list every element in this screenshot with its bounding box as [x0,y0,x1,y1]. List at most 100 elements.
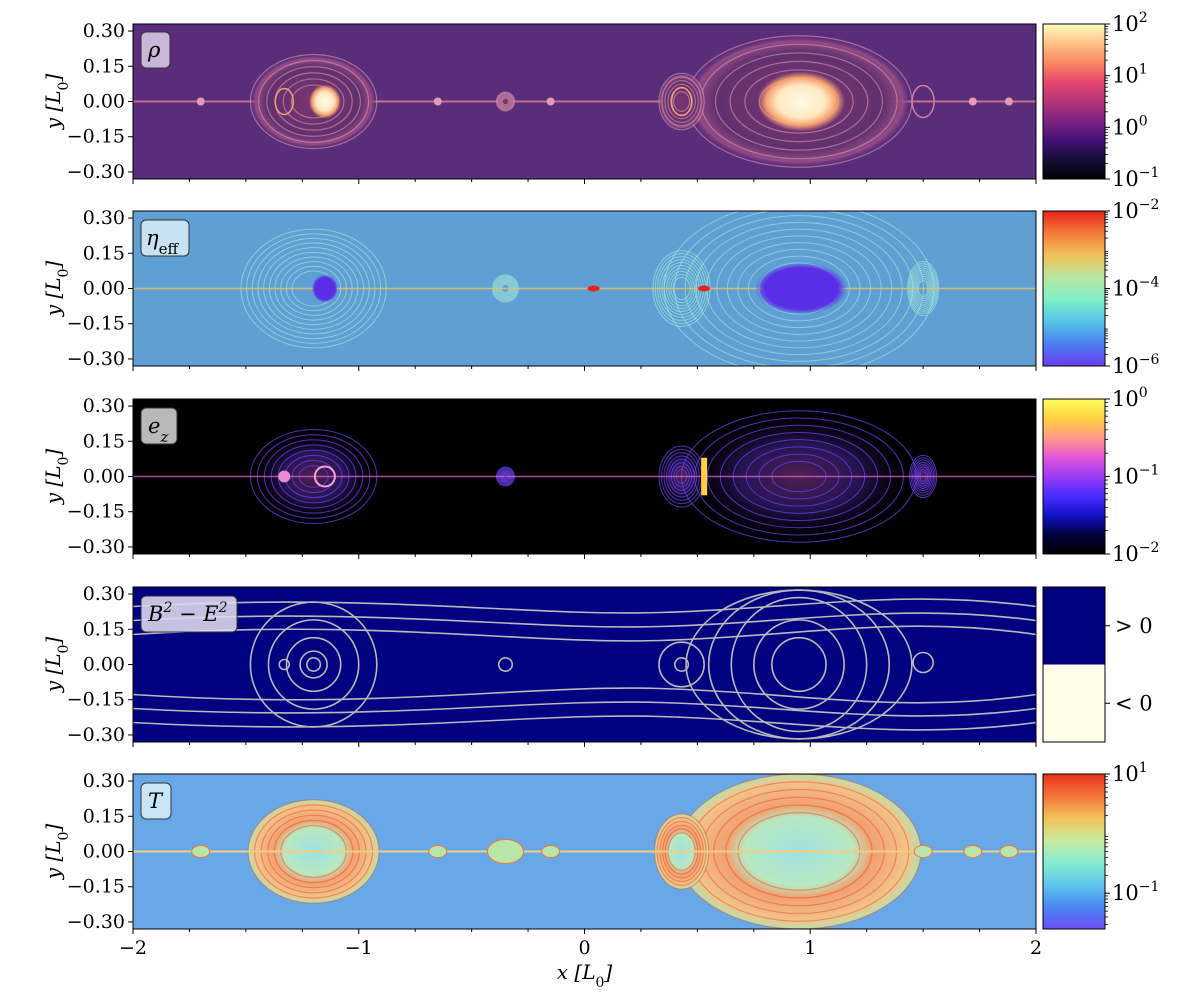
small-plasmoid [913,845,933,858]
plasmoid-shell [658,73,705,130]
variable-label-box [140,407,178,445]
plasmoid-ring [498,93,513,110]
plasmoid-ring [714,52,884,151]
y-tick-label: 0.00 [83,654,125,676]
colorbar-tick-label: 10−1 [1112,879,1159,905]
flux-line [299,650,328,679]
colorbar-tick-label: 10−1 [1112,165,1159,191]
small-plasmoid [546,97,555,106]
y-axis-label: y [L0] [41,824,72,881]
y-tick-label: −0.30 [67,911,125,933]
y-tick-label: 0.30 [83,20,125,42]
plasmoid-ring [495,91,516,112]
plasmoid-ring [667,83,696,120]
plasmoid-core [757,71,846,132]
y-tick-label: 0.15 [83,805,125,827]
panel-rho: ρ 0.30 0.15 0.00 −0.15 −0.30 y [L0] 102 101 100 10… [41,10,1159,191]
plasmoid-core [308,84,341,119]
flux-line [658,641,705,688]
variable-label-box [140,31,171,69]
x-tick-label: 2 [1030,937,1042,959]
plasmoid-ring [744,69,854,134]
y-tick-label: 0.30 [83,770,125,792]
variable-label: ρ [147,38,161,62]
panel-b2e2: B2 − E2 0.30 0.15 0.00 −0.15 −0.30 y [L0] > 0 < … [41,583,1153,747]
plasmoid-ring [661,76,702,127]
heatmap-temperature [133,774,1036,929]
colorbar-tick-label: 10−4 [1112,275,1159,301]
plasmoid-core [274,87,295,116]
y-tick-label: −0.15 [67,501,125,523]
plasmoid-ring [282,78,345,125]
y-axis-label: y [L0] [41,74,72,131]
y-tick-label: −0.30 [67,724,125,746]
high-eta-spot [698,285,711,292]
flux-line [133,612,1036,628]
plasmoid-ring [673,91,691,112]
y-axis-label: y [L0] [41,449,72,506]
plasmoid-core [670,86,693,117]
heatmap-eta [133,211,1036,366]
ez-hotspot [701,457,708,496]
small-plasmoid [196,97,205,106]
y-tick-label: −0.15 [67,876,125,898]
plasmoid-ring [497,92,514,111]
plasmoid-ring [664,80,699,123]
flux-line [249,601,378,728]
x-tick-label: 0 [578,937,590,959]
small-plasmoid [541,845,561,858]
y-tick-label: 0.15 [83,242,125,264]
y-tick-label: 0.15 [83,618,125,640]
variable-label: ηeff [146,226,179,258]
small-plasmoid [1004,97,1013,106]
small-plasmoid [433,97,442,106]
high-eta-spot [587,285,600,292]
colorbar-tick-label: 100 [1112,385,1148,411]
y-tick-label: −0.30 [67,536,125,558]
y-tick-label: −0.30 [67,161,125,183]
variable-label: B2 − E2 [147,600,228,626]
panel-eta: ηeff 0.30 0.15 0.00 −0.15 −0.30 y [L0] 10−2 10−4… [41,197,1159,378]
panel-temperature: T 0.30 0.15 0.00 −0.15 −0.30 y [L0] 101 10−1 −2 −1… [41,760,1159,991]
flux-line [497,657,514,672]
colorbar [1042,586,1106,743]
variable-label-box [140,595,238,633]
colorbar-tick-label: 10−2 [1112,197,1159,223]
flux-line [285,636,342,693]
low-eta-core [311,274,338,303]
small-plasmoid [486,839,524,864]
y-tick-label: −0.15 [67,126,125,148]
small-plasmoid [963,845,983,858]
y-tick-label: 0.30 [83,395,125,417]
flux-line [278,658,291,671]
y-tick-label: 0.00 [83,466,125,488]
y-tick-label: 0.30 [83,583,125,605]
y-axis-label: y [L0] [41,261,72,318]
panel-ez: ez 0.30 0.15 0.00 −0.15 −0.30 y [L0] 100 10−1 10−… [41,385,1159,566]
colorbar-tick-label: 101 [1112,760,1148,786]
colorbar-tick-label: > 0 [1115,614,1153,638]
flux-line [912,651,934,674]
plasmoid-ring [266,66,361,137]
y-tick-label: 0.15 [83,55,125,77]
y-axis-label: y [L0] [41,637,72,694]
y-tick-label: 0.15 [83,430,125,452]
variable-label-box [140,782,172,820]
x-tick-label: −2 [119,937,147,959]
flux-line [306,657,322,672]
y-tick-label: −0.15 [67,689,125,711]
x-tick-label: 1 [804,937,816,959]
x-tick-label: −1 [345,937,373,959]
heatmap-rho [133,24,1036,179]
flux-line [133,701,1036,717]
y-tick-label: −0.15 [67,313,125,335]
variable-label-box [140,219,190,257]
variable-label: T [148,789,164,813]
colorbar-tick-label: < 0 [1115,691,1153,715]
x-axis-label: x [L0] [557,960,613,991]
ez-core-ring [313,465,336,488]
heatmap-ez [133,399,1036,554]
small-plasmoid [968,97,977,106]
flux-line [707,589,891,740]
plasmoid-ring [729,60,869,143]
